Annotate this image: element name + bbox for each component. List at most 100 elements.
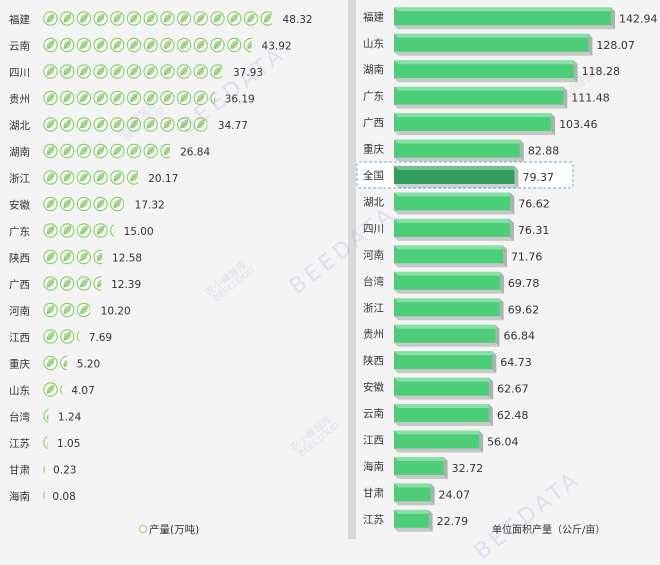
value-label: 56.04: [487, 436, 519, 449]
leaf-icon: [43, 355, 58, 371]
bar: [394, 430, 484, 453]
value-label: 1.05: [57, 438, 80, 450]
value-label: 43.92: [262, 41, 292, 53]
value-label: 26.84: [180, 147, 210, 159]
category-label: 海南: [363, 460, 384, 473]
category-label: 江西: [363, 435, 384, 447]
category-label: 四川: [9, 67, 30, 79]
category-label: 贵州: [363, 328, 384, 341]
category-label: 福建: [9, 13, 30, 26]
category-label: 陕西: [9, 252, 30, 265]
value-label: 76.31: [518, 224, 550, 237]
x-axis-label: 产量(万吨): [149, 523, 199, 536]
leaf-icon: [59, 329, 75, 344]
leaf-icon: [59, 223, 75, 238]
value-label: 12.58: [112, 253, 142, 265]
bar: [394, 324, 500, 347]
category-label: 山东: [9, 384, 30, 397]
leaf-icon: [126, 117, 142, 132]
leaf-icon: [226, 11, 242, 26]
leaf-icon: [76, 64, 92, 79]
leaf-icon: [43, 435, 48, 450]
leaf-icon: [93, 196, 108, 212]
value-label: 4.07: [71, 385, 94, 397]
leaf-icon: [176, 11, 192, 26]
leaf-icon: [76, 37, 92, 53]
category-label: 广西: [363, 117, 384, 129]
value-label: 20.17: [148, 173, 178, 185]
category-label: 重庆: [363, 143, 384, 156]
leaf-icon: [110, 170, 125, 185]
leaf-icon: [143, 90, 158, 106]
leaf-icon: [143, 143, 158, 159]
leaf-icon: [243, 11, 259, 26]
category-label: 全国: [363, 169, 384, 182]
value-label: 12.39: [111, 279, 141, 291]
value-label: 17.32: [135, 200, 165, 212]
category-label: 湖南: [363, 63, 384, 76]
category-label: 安徽: [9, 199, 30, 212]
bar: [394, 483, 435, 506]
leaf-icon: [110, 117, 125, 132]
value-label: 5.20: [77, 359, 100, 371]
bar: [394, 139, 524, 162]
category-label: 重庆: [9, 358, 30, 371]
leaf-icon: [59, 64, 75, 79]
leaf-icon: [59, 117, 75, 132]
category-label: 广东: [363, 90, 384, 103]
leaf-icon: [110, 37, 125, 53]
leaf-icon: [43, 11, 58, 26]
category-label: 江西: [9, 332, 30, 344]
leaf-icon: [43, 382, 58, 397]
value-label: 1.24: [58, 412, 82, 424]
leaf-icon: [110, 90, 125, 106]
leaf-icon: [210, 64, 223, 79]
leaf-icon: [193, 64, 208, 79]
leaf-icon: [126, 64, 142, 79]
leaf-icon: [76, 196, 92, 212]
leaf-icon: [43, 329, 58, 344]
leaf-icon: [176, 117, 192, 132]
leaf-icon: [76, 11, 92, 26]
category-label: 江苏: [9, 437, 30, 450]
value-label: 71.76: [511, 250, 543, 263]
value-label: 48.32: [283, 14, 313, 26]
value-label: 66.84: [503, 330, 534, 343]
leaf-icon: [126, 170, 138, 185]
value-label: 69.78: [508, 277, 540, 290]
bar: [394, 218, 514, 241]
leaf-icon: [59, 143, 75, 159]
category-label: 河南: [9, 305, 30, 318]
chart-divider: [348, 0, 356, 539]
bar: [394, 113, 556, 136]
value-label: 0.23: [53, 465, 76, 477]
leaf-icon: [93, 117, 108, 132]
leaf-icon: [193, 90, 208, 106]
leaf-icon: [76, 143, 92, 159]
leaf-icon: [59, 11, 75, 26]
leaf-icon: [59, 170, 75, 185]
category-label: 湖北: [363, 196, 384, 208]
bar: [394, 33, 593, 56]
leaf-icon: [160, 90, 175, 106]
leaf-icon: [43, 223, 58, 238]
bar: [394, 245, 507, 268]
value-label: 62.67: [497, 383, 529, 396]
leaf-icon: [76, 117, 92, 132]
leaf-icon: [193, 11, 208, 26]
value-label: 36.19: [225, 94, 255, 106]
leaf-icon: [210, 91, 216, 105]
value-label: 82.88: [528, 145, 560, 158]
category-label: 浙江: [9, 173, 30, 185]
bar: [394, 166, 519, 188]
value-label: 118.28: [582, 65, 621, 78]
leaf-icon: [126, 90, 142, 106]
bar: [394, 60, 578, 83]
value-label: 32.72: [452, 462, 484, 475]
leaf-icon: [43, 64, 58, 79]
leaf-icon: [59, 302, 75, 318]
x-axis-label: 单位面积产量（公斤/亩）: [492, 523, 605, 536]
leaf-icon: [59, 37, 75, 53]
leaf-icon: [126, 11, 142, 26]
leaf-icon: [43, 90, 58, 106]
